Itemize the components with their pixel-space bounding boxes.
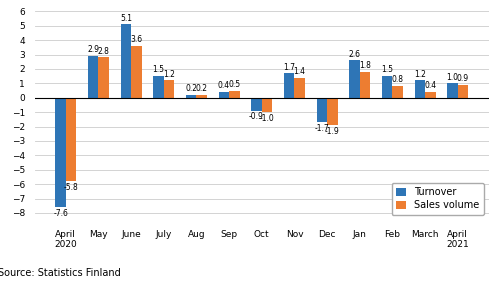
Text: 1.4: 1.4 xyxy=(294,67,306,76)
Text: -1.9: -1.9 xyxy=(325,127,340,136)
Text: 0.2: 0.2 xyxy=(185,84,197,93)
Text: 0.5: 0.5 xyxy=(228,80,241,89)
Bar xyxy=(88,56,99,98)
Bar xyxy=(121,24,131,98)
Text: 1.8: 1.8 xyxy=(359,61,371,70)
Text: 1.7: 1.7 xyxy=(283,63,295,71)
Bar xyxy=(327,98,338,125)
Text: 1.5: 1.5 xyxy=(381,65,393,74)
Text: -1.0: -1.0 xyxy=(260,114,275,123)
Bar xyxy=(317,98,327,122)
Bar xyxy=(66,98,76,181)
Text: 3.6: 3.6 xyxy=(130,35,142,44)
Bar xyxy=(284,73,294,98)
Text: 1.5: 1.5 xyxy=(152,65,165,74)
Bar xyxy=(425,92,435,98)
Bar xyxy=(392,86,403,98)
Text: 1.0: 1.0 xyxy=(447,73,458,81)
Text: -7.6: -7.6 xyxy=(53,209,68,218)
Text: 2.8: 2.8 xyxy=(98,47,109,56)
Text: 0.2: 0.2 xyxy=(196,84,208,93)
Text: -0.9: -0.9 xyxy=(249,112,264,121)
Text: 1.2: 1.2 xyxy=(414,70,426,79)
Bar xyxy=(294,78,305,98)
Text: 0.4: 0.4 xyxy=(424,81,436,90)
Bar xyxy=(382,76,392,98)
Bar xyxy=(186,95,197,98)
Bar xyxy=(55,98,66,207)
Bar xyxy=(415,81,425,98)
Bar xyxy=(153,76,164,98)
Bar xyxy=(458,85,468,98)
Bar xyxy=(447,83,458,98)
Text: 0.4: 0.4 xyxy=(218,81,230,90)
Bar xyxy=(164,81,174,98)
Text: 2.9: 2.9 xyxy=(87,45,99,54)
Legend: Turnover, Sales volume: Turnover, Sales volume xyxy=(391,183,484,215)
Bar xyxy=(197,95,207,98)
Bar xyxy=(350,60,360,98)
Text: 5.1: 5.1 xyxy=(120,14,132,22)
Bar xyxy=(251,98,262,111)
Text: -5.8: -5.8 xyxy=(64,183,78,192)
Bar xyxy=(229,91,240,98)
Text: 2.6: 2.6 xyxy=(349,50,360,59)
Bar xyxy=(219,92,229,98)
Text: 0.9: 0.9 xyxy=(457,74,469,83)
Bar xyxy=(131,46,141,98)
Bar xyxy=(262,98,272,112)
Text: Source: Statistics Finland: Source: Statistics Finland xyxy=(0,268,121,278)
Text: 1.2: 1.2 xyxy=(163,70,175,79)
Text: 0.8: 0.8 xyxy=(391,75,404,85)
Bar xyxy=(360,72,370,98)
Bar xyxy=(99,57,109,98)
Text: -1.7: -1.7 xyxy=(315,124,329,133)
